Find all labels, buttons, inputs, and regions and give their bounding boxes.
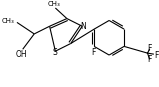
Text: F: F: [154, 51, 159, 60]
Text: CH₃: CH₃: [48, 1, 61, 7]
Text: CH₃: CH₃: [1, 18, 14, 24]
Text: F: F: [91, 48, 95, 57]
Text: OH: OH: [16, 50, 28, 59]
Text: S: S: [53, 48, 58, 57]
Text: F: F: [147, 44, 152, 53]
Text: F: F: [147, 55, 152, 64]
Text: N: N: [80, 22, 86, 31]
